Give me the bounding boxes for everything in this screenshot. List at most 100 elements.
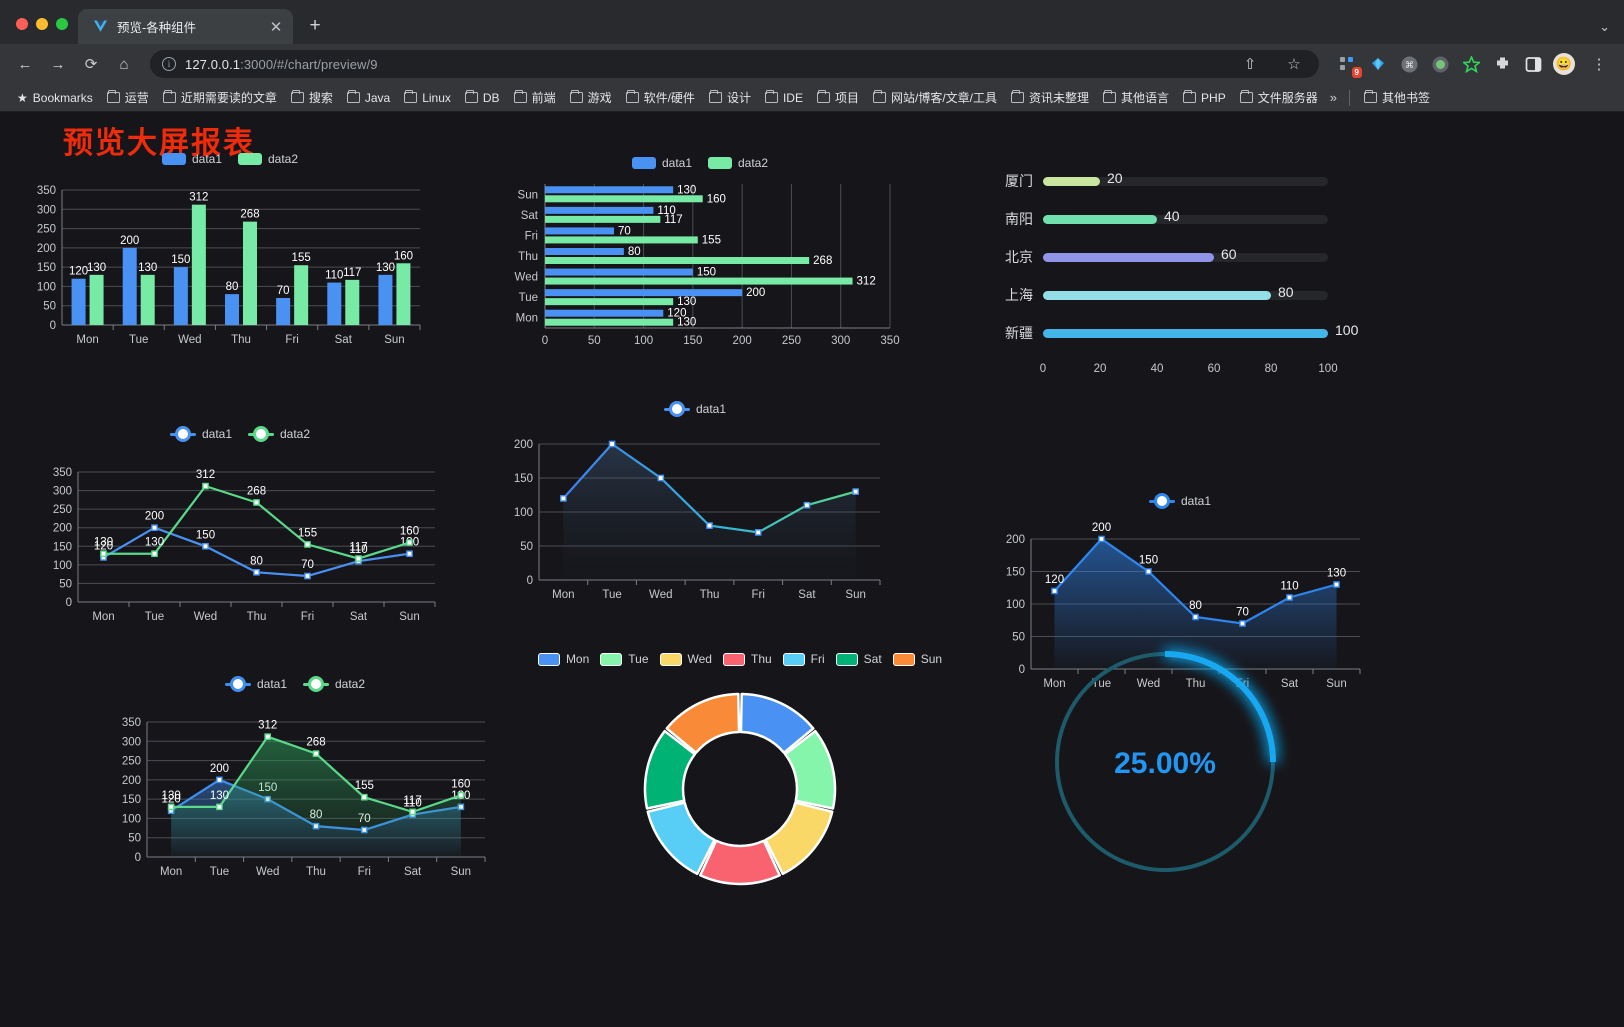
data-point[interactable] (151, 550, 158, 558)
donut-slice[interactable] (783, 729, 837, 810)
reload-button[interactable]: ⟳ (84, 56, 98, 73)
bar[interactable] (71, 278, 86, 325)
bar[interactable] (225, 294, 239, 325)
bar[interactable] (545, 298, 674, 306)
data-point[interactable] (1239, 620, 1246, 627)
progress-track[interactable]: 60 (1043, 246, 1328, 262)
browser-menu-button[interactable]: ⋮ (1591, 56, 1607, 73)
bar[interactable] (545, 227, 614, 235)
window-controls[interactable] (10, 18, 78, 44)
close-tab-button[interactable]: ✕ (269, 18, 283, 36)
share-icon[interactable]: ⇧ (1243, 56, 1257, 73)
bar[interactable] (545, 289, 743, 297)
data-point[interactable] (406, 539, 413, 546)
progress-track[interactable]: 20 (1043, 170, 1328, 186)
bar[interactable] (545, 195, 703, 203)
donut-slice[interactable] (764, 801, 834, 876)
donut-slice[interactable] (646, 801, 716, 876)
legend-item-thu[interactable]: Thu (722, 652, 772, 666)
legend-item-data1[interactable]: data1 (631, 156, 692, 170)
bar[interactable] (378, 274, 393, 325)
bar[interactable] (276, 298, 291, 325)
data-point[interactable] (202, 542, 209, 550)
data-point[interactable] (457, 791, 465, 799)
bar[interactable] (140, 274, 155, 325)
bar[interactable] (545, 186, 674, 194)
avatar[interactable]: 😀 (1553, 53, 1575, 75)
legend-item-data1[interactable]: data1 (224, 676, 287, 692)
bookmark-folder-14[interactable]: 其他语言 (1096, 86, 1176, 109)
legend-item-fri[interactable]: Fri (782, 652, 825, 666)
bar[interactable] (545, 318, 674, 326)
browser-tab[interactable]: 预览-各种组件 ✕ (78, 9, 293, 44)
bookmark-folder-16[interactable]: 文件服务器 (1233, 86, 1325, 109)
bookmark-folder-7[interactable]: 游戏 (563, 86, 619, 109)
tabstrip-collapse-icon[interactable]: ⌄ (1599, 19, 1610, 34)
close-window-button[interactable] (16, 18, 28, 30)
forward-button[interactable]: → (50, 55, 66, 73)
bar[interactable] (327, 282, 342, 325)
data-point[interactable] (706, 522, 713, 529)
bar[interactable] (545, 257, 810, 264)
data-point[interactable] (560, 495, 567, 502)
bookmark-folder-0[interactable]: 运营 (100, 86, 156, 109)
data-point[interactable] (304, 572, 311, 580)
bookmark-folder-9[interactable]: 设计 (702, 86, 758, 109)
bookmarks-manager-item[interactable]: ★ Bookmarks (10, 88, 100, 108)
bar[interactable] (545, 215, 661, 223)
diamond-icon[interactable] (1367, 53, 1389, 75)
bookmark-folder-13[interactable]: 资讯未整理 (1004, 86, 1096, 109)
bookmark-folder-2[interactable]: 搜索 (284, 86, 340, 109)
back-button[interactable]: ← (17, 55, 33, 73)
legend-item-data2[interactable]: data2 (238, 152, 298, 166)
data-point[interactable] (100, 550, 107, 558)
data-point[interactable] (360, 793, 368, 801)
bar[interactable] (545, 309, 664, 317)
bookmark-folder-5[interactable]: DB (458, 88, 507, 108)
legend-item-sun[interactable]: Sun (892, 652, 942, 666)
site-info-icon[interactable]: i (162, 57, 176, 71)
donut-slice[interactable] (643, 729, 697, 810)
bar[interactable] (191, 204, 206, 325)
minimize-window-button[interactable] (36, 18, 48, 30)
data-point[interactable] (406, 550, 413, 558)
data-point[interactable] (167, 803, 175, 811)
new-tab-button[interactable]: + (309, 15, 321, 36)
data-point[interactable] (312, 750, 320, 757)
bookmark-folder-15[interactable]: PHP (1176, 88, 1233, 108)
maximize-window-button[interactable] (56, 18, 68, 30)
legend-item-wed[interactable]: Wed (659, 652, 712, 666)
bar[interactable] (345, 279, 360, 325)
bar[interactable] (545, 277, 853, 285)
data-point[interactable] (355, 555, 362, 562)
bookmark-folder-1[interactable]: 近期需要读的文章 (156, 86, 284, 109)
data-point[interactable] (754, 529, 762, 536)
bookmarks-overflow-button[interactable]: » (1329, 90, 1337, 105)
data-point[interactable] (304, 541, 311, 548)
data-point[interactable] (216, 776, 223, 784)
legend-item-tue[interactable]: Tue (600, 652, 649, 666)
green-dot-icon[interactable] (1429, 53, 1451, 75)
progress-track[interactable]: 80 (1043, 284, 1328, 300)
legend-item-data1[interactable]: data1 (161, 152, 222, 166)
legend-item-data1[interactable]: data1 (169, 426, 232, 442)
bookmark-folder-4[interactable]: Linux (397, 88, 458, 108)
data-point[interactable] (253, 568, 260, 576)
data-point[interactable] (253, 499, 260, 506)
address-bar[interactable]: i 127.0.0.1:3000/#/chart/preview/9 ⇧ ☆ (150, 50, 1319, 78)
extension-grid-icon[interactable]: 9 (1336, 53, 1362, 78)
bookmark-folder-10[interactable]: IDE (758, 88, 810, 108)
bar[interactable] (122, 247, 137, 325)
donut-slice[interactable] (739, 692, 815, 754)
data-point[interactable] (202, 482, 209, 490)
legend-item-sat[interactable]: Sat (835, 652, 882, 666)
data-point[interactable] (1145, 568, 1152, 575)
data-point[interactable] (657, 474, 665, 482)
data-point[interactable] (151, 524, 158, 532)
data-point[interactable] (1192, 613, 1199, 621)
bar[interactable] (396, 263, 411, 325)
data-point[interactable] (1286, 594, 1293, 601)
legend-item-data2[interactable]: data2 (248, 426, 310, 442)
data-point[interactable] (409, 808, 416, 816)
bar[interactable] (545, 248, 624, 255)
